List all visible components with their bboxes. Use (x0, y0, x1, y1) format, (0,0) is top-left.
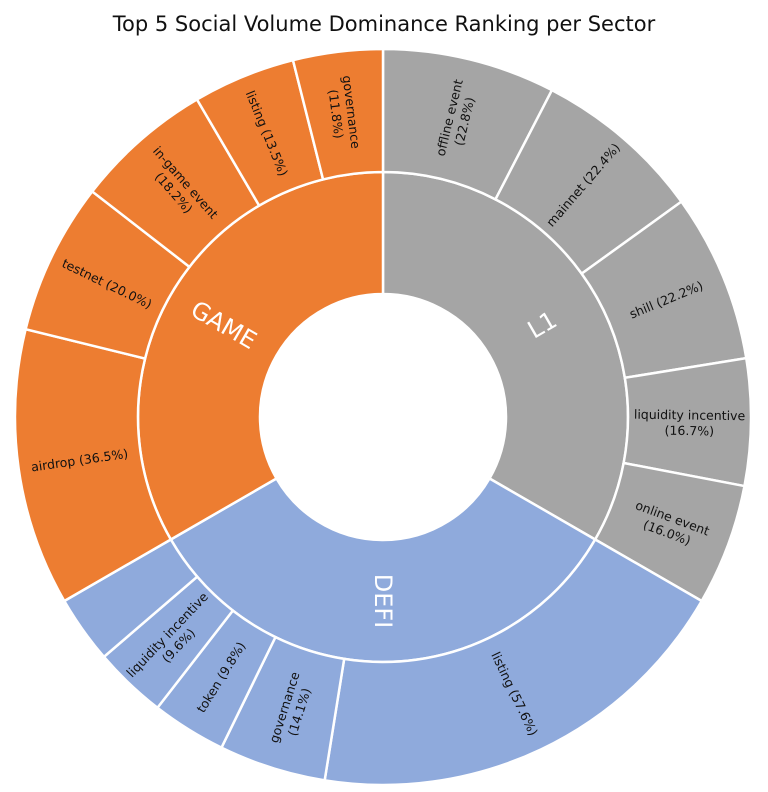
item-ring (13, 47, 753, 787)
slice-label-l1-3: liquidity incentive(16.7%) (634, 407, 746, 439)
chart-title: Top 5 Social Volume Dominance Ranking pe… (112, 12, 656, 36)
sector-label-defi: DEFI (369, 574, 397, 629)
slice-game-4 (291, 47, 385, 181)
slice-defi-0 (323, 537, 704, 787)
sector-ring (136, 170, 630, 664)
